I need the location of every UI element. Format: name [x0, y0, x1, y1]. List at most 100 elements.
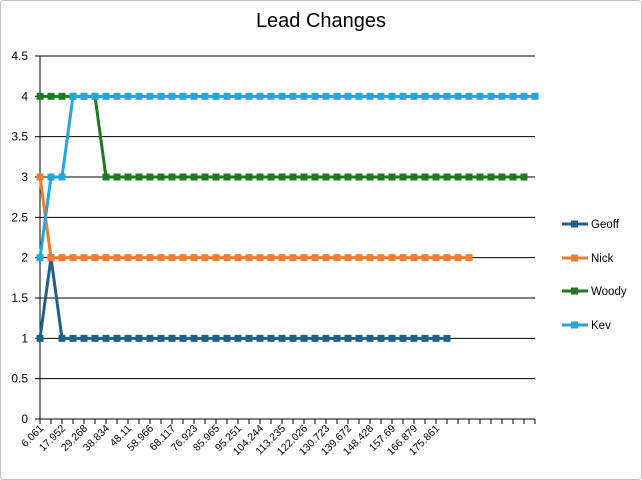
data-point: [135, 92, 143, 100]
data-point: [223, 334, 231, 342]
data-point: [278, 254, 286, 262]
data-point: [399, 334, 407, 342]
y-tick-label: 2.5: [11, 210, 28, 224]
data-point: [80, 254, 88, 262]
data-point: [432, 254, 440, 262]
data-point: [36, 92, 44, 100]
data-point: [201, 92, 209, 100]
data-point: [245, 92, 253, 100]
legend-swatch-marker: [571, 254, 578, 262]
data-point: [36, 173, 44, 181]
data-point: [212, 173, 220, 181]
data-point: [157, 254, 165, 262]
data-point: [58, 92, 66, 100]
series-line: [38, 94, 535, 258]
data-point: [146, 254, 154, 262]
chart-title: Lead Changes: [255, 10, 387, 32]
y-tick-label: 1: [21, 331, 28, 345]
data-point: [509, 92, 517, 100]
data-point: [399, 92, 407, 100]
data-point: [322, 173, 330, 181]
legend-swatch-marker: [571, 287, 578, 295]
data-point: [487, 92, 495, 100]
data-point: [234, 254, 242, 262]
data-point: [465, 92, 473, 100]
data-point: [113, 92, 121, 100]
data-point: [421, 92, 429, 100]
data-point: [80, 334, 88, 342]
data-point: [179, 254, 187, 262]
data-point: [531, 92, 539, 100]
data-point: [278, 173, 286, 181]
data-point: [256, 254, 264, 262]
data-point: [388, 92, 396, 100]
legend-entry-kev: Kev: [562, 320, 611, 332]
data-point: [520, 173, 528, 181]
data-point: [311, 334, 319, 342]
data-point: [377, 173, 385, 181]
y-tick-label: 3.5: [11, 130, 28, 144]
data-point: [201, 173, 209, 181]
legend-label: Kev: [591, 320, 611, 332]
data-point: [432, 334, 440, 342]
data-point: [212, 254, 220, 262]
data-point: [366, 173, 374, 181]
data-point: [58, 334, 66, 342]
data-point: [443, 173, 451, 181]
data-point: [421, 254, 429, 262]
data-point: [289, 254, 297, 262]
data-point: [311, 92, 319, 100]
y-tick-label: 3: [21, 170, 28, 184]
data-point: [388, 254, 396, 262]
data-point: [168, 173, 176, 181]
data-point: [157, 334, 165, 342]
series-line: [38, 176, 469, 260]
data-point: [443, 334, 451, 342]
data-point: [102, 254, 110, 262]
data-point: [267, 173, 275, 181]
data-point: [311, 173, 319, 181]
data-point: [388, 173, 396, 181]
data-point: [344, 334, 352, 342]
series-kev: [36, 92, 539, 262]
data-point: [355, 334, 363, 342]
data-point: [443, 92, 451, 100]
data-point: [113, 173, 121, 181]
data-point: [124, 334, 132, 342]
data-point: [300, 173, 308, 181]
data-point: [443, 254, 451, 262]
series-woody: [36, 92, 528, 181]
data-point: [223, 254, 231, 262]
data-point: [47, 173, 55, 181]
data-point: [344, 92, 352, 100]
data-point: [124, 173, 132, 181]
data-point: [168, 92, 176, 100]
data-point: [333, 254, 341, 262]
data-point: [454, 173, 462, 181]
data-point: [113, 254, 121, 262]
data-point: [69, 92, 77, 100]
data-point: [410, 92, 418, 100]
data-point: [520, 92, 528, 100]
legend-label: Nick: [591, 253, 614, 265]
gridlines: [40, 55, 535, 380]
series-lines: [36, 92, 539, 342]
data-point: [179, 334, 187, 342]
data-point: [344, 173, 352, 181]
data-point: [366, 254, 374, 262]
data-point: [146, 173, 154, 181]
data-point: [69, 254, 77, 262]
data-point: [146, 92, 154, 100]
data-point: [509, 173, 517, 181]
data-point: [256, 334, 264, 342]
data-point: [91, 92, 99, 100]
series-nick: [36, 173, 473, 262]
data-point: [168, 334, 176, 342]
y-tick-label: 0: [21, 412, 28, 426]
data-point: [333, 173, 341, 181]
data-point: [124, 92, 132, 100]
data-point: [300, 92, 308, 100]
data-point: [399, 254, 407, 262]
data-point: [157, 92, 165, 100]
data-point: [135, 173, 143, 181]
